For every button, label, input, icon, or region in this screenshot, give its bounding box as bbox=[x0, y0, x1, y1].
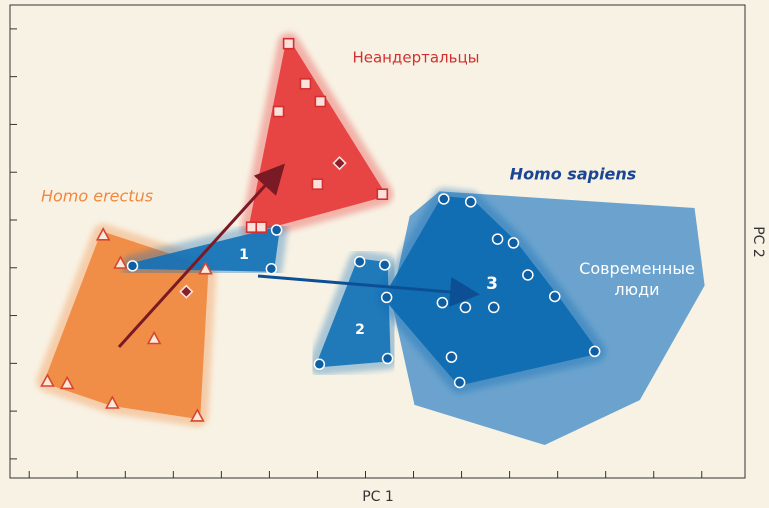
point bbox=[95, 227, 111, 241]
group-label: Homo erectus bbox=[41, 187, 153, 206]
point bbox=[311, 178, 324, 190]
point bbox=[378, 259, 391, 271]
point bbox=[588, 345, 601, 358]
point bbox=[40, 373, 55, 387]
point bbox=[282, 37, 295, 50]
point bbox=[438, 193, 450, 205]
point bbox=[549, 290, 561, 303]
point bbox=[507, 237, 520, 249]
y-axis-label: PC 2 bbox=[750, 226, 766, 258]
point bbox=[314, 95, 327, 108]
group-label: Неандертальцы bbox=[352, 49, 479, 67]
point bbox=[445, 351, 458, 363]
cluster-label: 3 bbox=[486, 274, 498, 294]
group-label: Современные люди bbox=[579, 259, 695, 299]
point bbox=[198, 261, 213, 275]
arrow bbox=[257, 274, 480, 307]
point bbox=[265, 262, 278, 275]
point bbox=[126, 260, 139, 272]
point bbox=[104, 395, 120, 409]
point bbox=[491, 233, 504, 245]
point bbox=[488, 301, 500, 314]
x-axis-label: PC 1 bbox=[362, 489, 394, 505]
point bbox=[146, 330, 162, 345]
point bbox=[353, 255, 366, 268]
point bbox=[376, 188, 389, 200]
point bbox=[245, 221, 258, 233]
point bbox=[113, 255, 128, 269]
point bbox=[272, 105, 285, 118]
point bbox=[332, 156, 347, 171]
point bbox=[464, 196, 477, 208]
point bbox=[190, 408, 205, 422]
arrow bbox=[117, 163, 286, 349]
point bbox=[299, 78, 312, 90]
group-label: Homo sapiens bbox=[510, 165, 637, 184]
point bbox=[313, 358, 326, 371]
plot-frame bbox=[9, 4, 746, 479]
point bbox=[436, 296, 449, 309]
point bbox=[380, 291, 393, 304]
hull bbox=[44, 231, 209, 419]
point bbox=[270, 224, 283, 236]
point bbox=[522, 269, 534, 281]
point bbox=[453, 376, 466, 389]
hull bbox=[129, 227, 280, 272]
point bbox=[59, 375, 75, 390]
point bbox=[255, 221, 268, 233]
point bbox=[179, 284, 194, 299]
cluster-label: 2 bbox=[355, 322, 365, 338]
point bbox=[459, 301, 472, 314]
point bbox=[381, 352, 394, 365]
cluster-label: 1 bbox=[239, 247, 249, 263]
